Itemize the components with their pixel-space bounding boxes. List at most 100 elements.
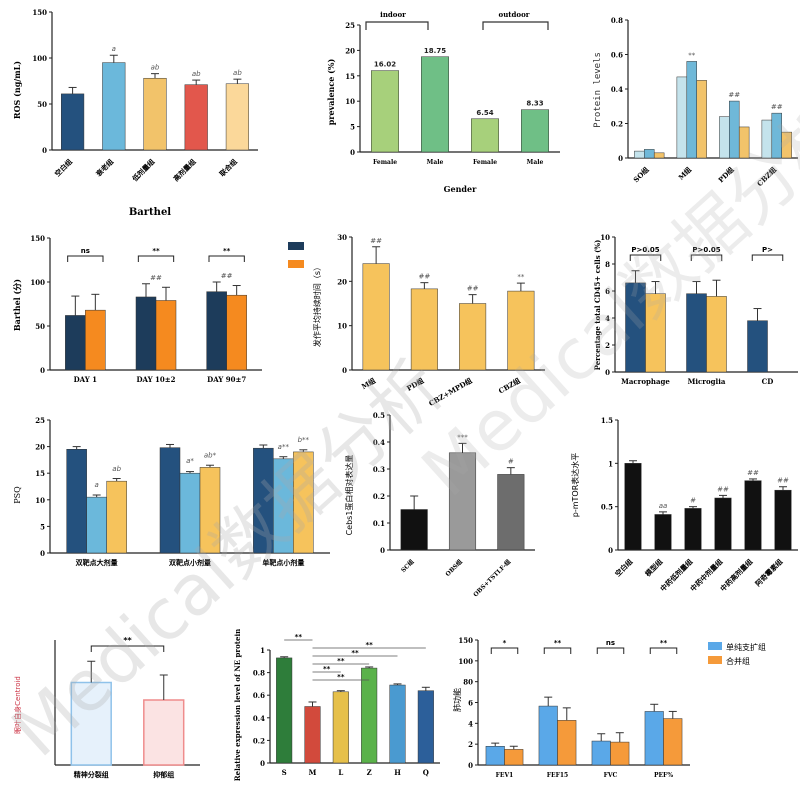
p1-ytick-label: 100 bbox=[32, 54, 47, 63]
p11-bar bbox=[276, 657, 293, 764]
p5-bar bbox=[459, 303, 487, 371]
p11-ytick-label: 0.4 bbox=[253, 714, 265, 723]
p5-data-label: ** bbox=[517, 273, 525, 281]
p6-bracket-label: P> bbox=[762, 246, 773, 254]
p3-ylabel: Protein levels bbox=[593, 52, 603, 128]
p2-bar bbox=[521, 109, 549, 153]
p3-bar bbox=[686, 61, 697, 159]
p1-ylabel: ROS (ng/mL) bbox=[12, 61, 22, 119]
p7-bar bbox=[159, 447, 181, 554]
p12-bracket-label: * bbox=[503, 639, 507, 647]
p10-category-label: 抑郁组 bbox=[153, 770, 174, 779]
p1-bar bbox=[102, 62, 126, 151]
panel-cd45: Percentage total CD45+ cells (%) 0 2 4 6 8 10… bbox=[593, 233, 798, 386]
p9-category-label: 模型组 bbox=[643, 557, 664, 578]
p4-bar bbox=[226, 294, 247, 371]
p9-data-label: ## bbox=[777, 477, 789, 485]
p9-bar bbox=[684, 508, 702, 551]
p8-ytick-label: 0.3 bbox=[373, 465, 385, 474]
p1-category-label: 衰老组 bbox=[93, 157, 115, 179]
p3-category-label: CBZ组 bbox=[755, 165, 778, 188]
p3-bar bbox=[644, 149, 655, 159]
p7-bar bbox=[273, 458, 294, 554]
p7-bar bbox=[179, 472, 201, 554]
p1-category-label: 高剂量组 bbox=[171, 157, 197, 183]
p6-bar bbox=[645, 293, 666, 373]
p3-bar bbox=[771, 112, 782, 159]
p2-ytick-label: 25 bbox=[345, 21, 355, 30]
p9-bar bbox=[714, 497, 732, 551]
p7-sig-label: a** bbox=[278, 443, 290, 451]
p2-category-label: Female bbox=[473, 159, 497, 166]
p9-bar bbox=[624, 463, 642, 551]
p3-bar bbox=[634, 150, 645, 159]
p12-ytick-label: 100 bbox=[458, 657, 473, 666]
p7-ylabel: PSQ bbox=[13, 486, 22, 504]
p2-bar bbox=[421, 56, 449, 153]
p8-category-label: OBS组 bbox=[444, 558, 464, 578]
p3-bar bbox=[738, 126, 750, 159]
p12-bracket-label: ** bbox=[554, 639, 562, 647]
p7-bar bbox=[253, 447, 274, 554]
panel-cebs1: Cebs1蛋白相对表达量 0 0.1 0.2 0.3 0.4 0.5 SC组 OBS组 OBS+… bbox=[344, 411, 535, 599]
p11-category-label: Z bbox=[367, 768, 372, 777]
p12-legend-swatch-a bbox=[708, 642, 722, 650]
p7-sig-label: a bbox=[95, 481, 99, 489]
p12-ytick-label: 80 bbox=[463, 678, 473, 687]
p3-data-label: ## bbox=[771, 103, 783, 111]
p11-category-label: M bbox=[309, 768, 317, 777]
p7-bar bbox=[106, 480, 127, 554]
p5-category-label: PD组 bbox=[405, 376, 425, 393]
p9-bars: aa####### bbox=[624, 460, 792, 551]
p11-category-label: L bbox=[338, 768, 343, 777]
p6-category-label: Microglia bbox=[688, 377, 726, 386]
p12-bracket-label: ns bbox=[606, 639, 615, 647]
p11-ytick-label: 0.2 bbox=[253, 736, 265, 745]
p9-ytick-label: 0.5 bbox=[601, 503, 613, 512]
p5-data-label: ## bbox=[419, 273, 431, 281]
p7-ytick-label: 10 bbox=[35, 496, 45, 505]
p4-legend-swatch-a bbox=[288, 242, 304, 250]
p11-bracket-label: ** bbox=[366, 641, 374, 649]
p8-ytick-label: 0.1 bbox=[373, 519, 385, 528]
p11-bar bbox=[304, 706, 321, 764]
p2-ytick-label: 0 bbox=[350, 148, 355, 157]
p3-category-label: M组 bbox=[676, 165, 693, 182]
p7-category-label: 双靶点大剂量 bbox=[76, 558, 118, 567]
p8-ytick-label: 0 bbox=[380, 546, 385, 555]
p7-category-label: 单靶点小剂量 bbox=[262, 558, 304, 567]
p10-bracket bbox=[90, 645, 165, 652]
p11-category-label: Q bbox=[423, 768, 429, 777]
p7-ytick-label: 5 bbox=[40, 522, 45, 531]
p11-axes: 0 0.2 0.4 0.6 0.8 1 S M L Z H Q bbox=[253, 646, 440, 777]
p1-category-label: 低剂量组 bbox=[130, 157, 157, 184]
p2-category-label: Female bbox=[373, 159, 397, 166]
p7-sig-label: ab* bbox=[204, 451, 217, 459]
p11-category-label: H bbox=[394, 768, 401, 777]
p5-data-label: ## bbox=[467, 285, 479, 293]
p1-category-label: 空白组 bbox=[53, 157, 74, 178]
p6-bracket bbox=[629, 254, 662, 261]
panel-psq: PSQ 0 5 10 15 20 25 双靶点大剂量 双靶点小剂量 单靶点小剂量 a ab a* ab… bbox=[13, 416, 330, 567]
p12-legend-label-b: 合并组 bbox=[726, 656, 750, 666]
p6-bar bbox=[706, 296, 727, 373]
p4-bar bbox=[65, 315, 86, 371]
p5-bar bbox=[362, 263, 390, 371]
p6-category-label: Macrophage bbox=[621, 377, 670, 386]
p12-bar bbox=[557, 720, 577, 766]
p11-bar bbox=[332, 691, 349, 764]
p2-data-label: 18.75 bbox=[424, 47, 446, 55]
p4-title: Barthel bbox=[129, 207, 171, 218]
p10-ylabel: 眼叶自身Centroid bbox=[13, 676, 22, 734]
p1-bar bbox=[225, 83, 249, 151]
p4-data-label: ## bbox=[221, 272, 233, 280]
p2-ytick-label: 10 bbox=[345, 97, 355, 106]
p12-bar bbox=[538, 705, 558, 766]
p11-ytick-label: 1 bbox=[260, 646, 265, 655]
p12-ytick-label: 150 bbox=[458, 636, 473, 645]
p11-ytick-label: 0 bbox=[260, 759, 265, 768]
p7-bar bbox=[86, 496, 107, 554]
p2-ytick-label: 20 bbox=[345, 46, 355, 55]
